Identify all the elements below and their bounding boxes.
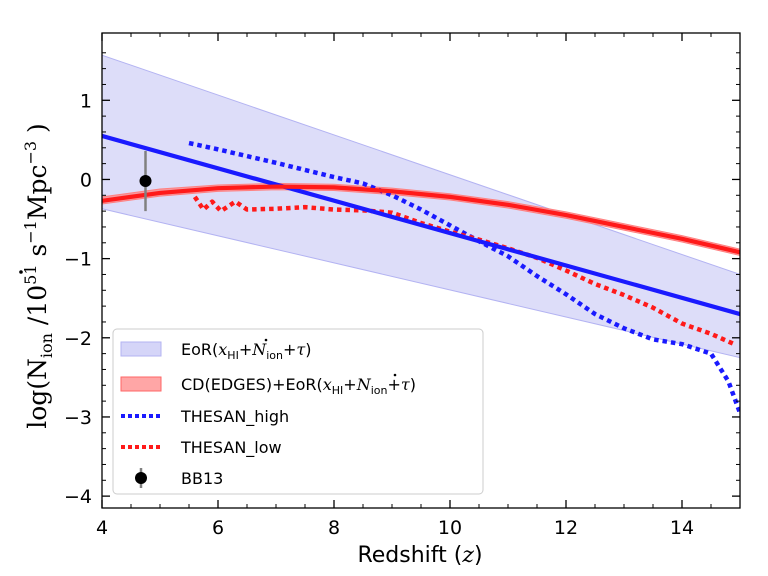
x-tick-label: 12	[554, 517, 578, 539]
y-tick-label: −3	[64, 407, 92, 429]
y-tick-label: 0	[80, 169, 92, 191]
bb13-point	[139, 175, 152, 188]
legend-swatch-eor-band	[120, 341, 162, 357]
x-tick-label: 4	[96, 517, 108, 539]
legend-swatch-bb13-point	[135, 472, 147, 484]
legend: EoR(xHI+Nion+τ) CD(EDGES)+EoR(xHI+Nion+τ…	[112, 328, 484, 495]
edges-line-mark	[102, 184, 740, 255]
legend-ndot-2	[393, 373, 397, 377]
legend-label-thesan-low: THESAN_low	[180, 438, 282, 458]
y-tick-label: −2	[64, 328, 92, 350]
x-tick-label: 10	[438, 517, 462, 539]
y-tick-label: −4	[64, 486, 92, 508]
x-tick-label: 14	[670, 517, 694, 539]
eor-line-mark	[102, 133, 740, 317]
y-axis-label-ndot	[19, 270, 23, 274]
x-tick-label: 8	[328, 517, 340, 539]
legend-label-edges-band: CD(EDGES)+EoR(xHI+Nion+τ)	[181, 375, 416, 397]
legend-ndot-1	[264, 338, 268, 342]
legend-label-bb13: BB13	[181, 469, 223, 488]
plot-series	[102, 54, 740, 414]
axis-ticks: 4 6 8 10 12 14 −4 −3 −2 −1 0 1	[64, 33, 741, 539]
x-tick-label: 6	[212, 517, 224, 539]
eor-band-mark	[102, 54, 740, 359]
legend-label-thesan-high: THESAN_high	[180, 407, 289, 427]
x-axis-label-z: z	[461, 543, 474, 568]
y-tick-label: 1	[80, 90, 92, 112]
x-axis-label-close: )	[474, 543, 483, 568]
legend-swatch-edges-band	[120, 376, 162, 392]
legend-label-eor-band: EoR(xHI+Nion+τ)	[181, 340, 312, 362]
x-axis-label: Redshift (z)	[357, 543, 482, 568]
y-tick-label: −1	[64, 249, 92, 271]
x-axis-label-text: Redshift (	[357, 543, 462, 568]
y-axis-label: log(Nion /1051 s−1Mpc−3 )	[21, 123, 56, 429]
legend-frame	[112, 328, 484, 495]
plot-area	[102, 54, 740, 414]
thesan-high-mark	[188, 140, 740, 414]
